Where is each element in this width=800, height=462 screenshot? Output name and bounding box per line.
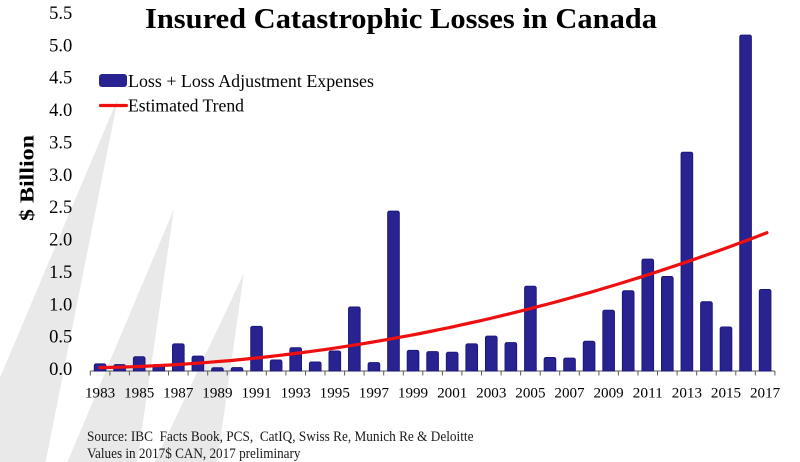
svg-text:1989: 1989 <box>202 386 232 402</box>
svg-text:5.0: 5.0 <box>49 36 72 56</box>
svg-text:3.0: 3.0 <box>49 166 72 186</box>
svg-text:1999: 1999 <box>398 386 428 402</box>
svg-text:4.0: 4.0 <box>49 101 72 121</box>
svg-text:2009: 2009 <box>594 386 624 402</box>
svg-text:2017: 2017 <box>750 386 781 402</box>
svg-text:Loss + Loss Adjustment Expense: Loss + Loss Adjustment Expenses <box>128 71 374 91</box>
svg-text:2015: 2015 <box>711 386 741 402</box>
svg-text:1.0: 1.0 <box>49 295 72 315</box>
svg-text:1993: 1993 <box>281 386 311 402</box>
svg-text:2001: 2001 <box>437 386 467 402</box>
svg-text:2.5: 2.5 <box>49 198 72 218</box>
svg-text:1.5: 1.5 <box>49 263 72 283</box>
svg-text:3.5: 3.5 <box>49 134 72 154</box>
svg-text:2011: 2011 <box>633 386 663 402</box>
svg-text:0.5: 0.5 <box>49 328 72 348</box>
svg-text:5.5: 5.5 <box>49 4 72 24</box>
svg-text:1985: 1985 <box>124 386 154 402</box>
svg-text:1991: 1991 <box>242 386 272 402</box>
svg-text:2007: 2007 <box>554 386 585 402</box>
svg-text:4.5: 4.5 <box>49 69 72 89</box>
svg-text:2013: 2013 <box>672 386 702 402</box>
svg-text:2005: 2005 <box>515 386 545 402</box>
svg-text:1983: 1983 <box>85 386 115 402</box>
svg-text:1995: 1995 <box>320 386 350 402</box>
svg-text:1987: 1987 <box>163 386 194 402</box>
svg-text:Estimated Trend: Estimated Trend <box>128 96 244 116</box>
svg-text:2003: 2003 <box>476 386 506 402</box>
svg-text:2.0: 2.0 <box>49 231 72 251</box>
svg-text:Insured Catastrophic Losses in: Insured Catastrophic Losses in Canada <box>145 3 658 35</box>
svg-text:1997: 1997 <box>359 386 390 402</box>
svg-text:Source: IBC Facts Book, PCS,: Source: IBC Facts Book, PCS, CatIQ, Swis… <box>87 429 474 445</box>
svg-text:0.0: 0.0 <box>49 360 72 380</box>
svg-text:$ Billion: $ Billion <box>18 135 39 221</box>
svg-text:Values in 2017$ CAN, 2017 prel: Values in 2017$ CAN, 2017 preliminary <box>87 446 301 462</box>
